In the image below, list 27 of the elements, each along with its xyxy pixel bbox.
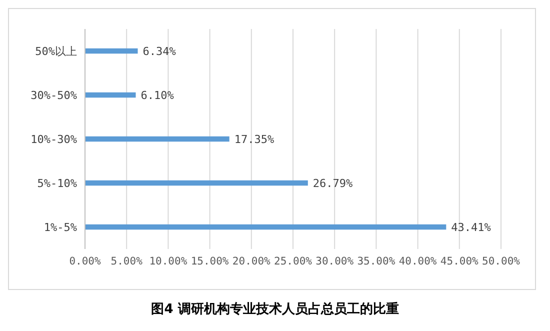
x-tick-label: 15.00%	[190, 255, 230, 268]
data-label: 17.35%	[234, 132, 274, 146]
bar	[85, 92, 136, 98]
x-tick-label: 45.00%	[440, 255, 480, 268]
y-tick-label: 5%-10%	[37, 176, 78, 190]
x-tick-label: 5.00%	[110, 255, 144, 268]
y-tick-label: 1%-5%	[44, 220, 78, 234]
bar	[85, 48, 138, 54]
x-tick-label: 20.00%	[232, 255, 272, 268]
bar	[85, 136, 230, 142]
data-label: 26.79%	[312, 176, 354, 190]
bar	[85, 224, 446, 230]
x-tick-label: 40.00%	[398, 255, 438, 268]
x-tick-label: 30.00%	[316, 255, 354, 268]
x-tick-label: 25.00%	[274, 255, 313, 268]
y-tick-label: 30%-50%	[30, 88, 78, 102]
y-tick-label: 50%以上	[35, 44, 77, 58]
data-label: 6.10%	[140, 88, 174, 102]
bar	[85, 180, 308, 186]
x-tick-label: 50.00%	[482, 255, 521, 268]
text: 图4 调研机构专业技术人员占总员工的比重	[150, 300, 400, 318]
data-label: 6.34%	[142, 44, 176, 58]
data-label: 43.41%	[451, 220, 492, 234]
x-tick-label: 0.00%	[69, 255, 102, 268]
y-tick-label: 10%-30%	[30, 132, 78, 146]
x-tick-label: 35.00%	[357, 255, 396, 268]
x-tick-label: 10.00%	[149, 255, 188, 268]
